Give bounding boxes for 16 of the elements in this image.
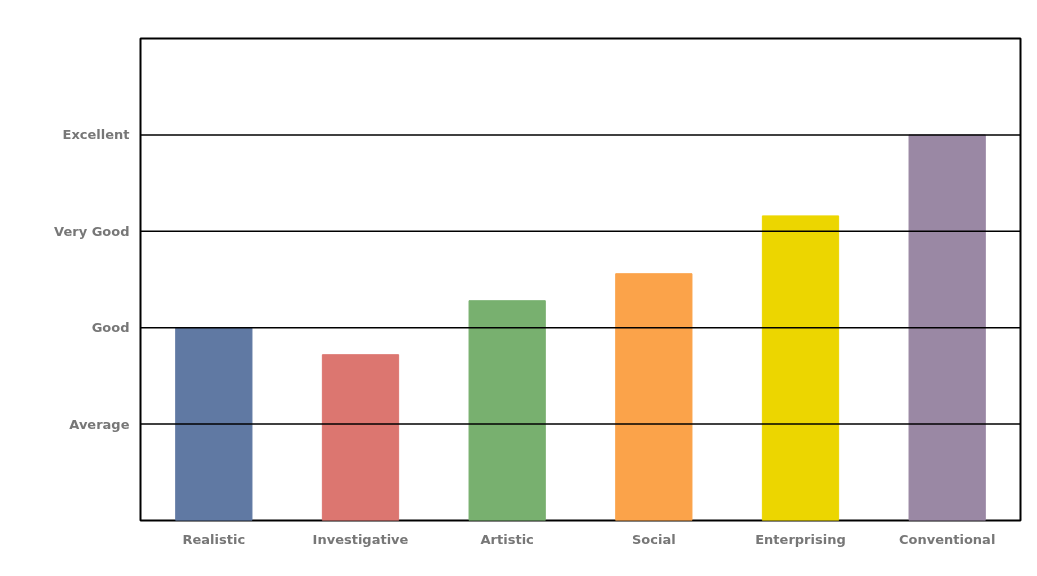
ref-line-label: Average <box>69 416 130 432</box>
bar <box>321 354 400 521</box>
x-tick-label: Conventional <box>898 531 996 547</box>
ref-line-label: Good <box>91 320 130 336</box>
bar <box>615 273 693 521</box>
x-tick-label: Investigative <box>312 531 409 547</box>
ref-line-label: Very Good <box>54 223 130 239</box>
bar <box>761 215 840 521</box>
bar <box>468 300 546 521</box>
x-tick-label: Realistic <box>182 531 246 547</box>
x-tick-label: Social <box>631 531 676 547</box>
x-tick-label: Artistic <box>480 531 534 547</box>
bar <box>908 134 986 521</box>
bar <box>175 327 253 521</box>
x-tick-label: Enterprising <box>755 531 846 547</box>
ref-line-label: Excellent <box>62 127 130 143</box>
